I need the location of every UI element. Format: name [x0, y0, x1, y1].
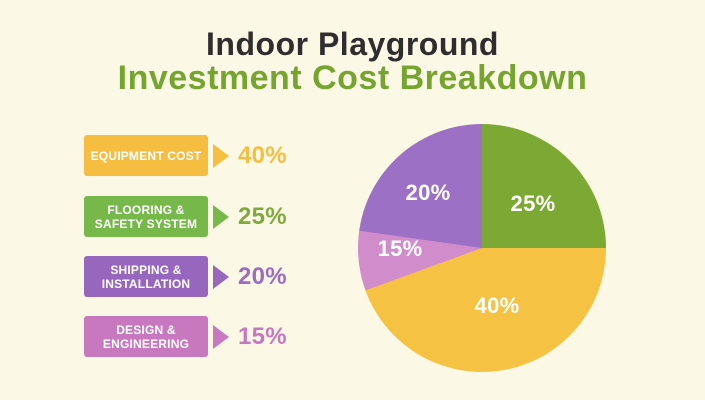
page-title: Indoor Playground Investment Cost Breakd… — [0, 28, 705, 96]
legend-tag: SHIPPING & INSTALLATION — [84, 256, 208, 297]
legend-tag-label: SHIPPING & — [110, 262, 182, 277]
legend-tag: FLOORING & SAFETY SYSTEM — [84, 196, 208, 237]
legend-tag: DESIGN & ENGINEERING — [84, 316, 208, 357]
legend-tag: EQUIPMENT COST — [84, 135, 208, 176]
title-line-1: Indoor Playground — [206, 26, 499, 62]
legend-item-design-engineering: DESIGN & ENGINEERING 15% — [84, 316, 287, 357]
legend-tag-label: DESIGN & — [116, 322, 176, 337]
legend-tag-label: SAFETY SYSTEM — [94, 216, 198, 231]
legend-percentage: 25% — [238, 202, 287, 230]
legend-tag-label: INSTALLATION — [101, 276, 191, 291]
legend-item-equipment-cost: EQUIPMENT COST 40% — [84, 135, 287, 176]
pie-slice-label-20: 20% — [405, 180, 451, 205]
legend-percentage: 20% — [238, 262, 287, 290]
pie-slice-label-40: 40% — [474, 293, 520, 318]
legend-percentage: 15% — [238, 322, 287, 350]
legend-tag-label: FLOORING & — [107, 202, 185, 217]
arrow-right-icon — [213, 324, 229, 349]
legend-tag-label: EQUIPMENT COST — [90, 148, 202, 163]
pie-slice-label-25: 25% — [510, 191, 556, 216]
legend-item-shipping-installation: SHIPPING & INSTALLATION 20% — [84, 256, 287, 297]
arrow-right-icon — [213, 204, 229, 229]
pie-chart: 25% 40% 15% 20% — [358, 124, 606, 372]
title-line-2: Investment Cost Breakdown — [117, 58, 588, 97]
legend-percentage: 40% — [238, 141, 287, 169]
arrow-right-icon — [213, 264, 229, 289]
legend-item-flooring-safety-system: FLOORING & SAFETY SYSTEM 25% — [84, 196, 287, 237]
arrow-right-icon — [213, 143, 229, 168]
pie-slice-label-15: 15% — [377, 236, 423, 261]
legend-tag-label: ENGINEERING — [102, 336, 190, 351]
